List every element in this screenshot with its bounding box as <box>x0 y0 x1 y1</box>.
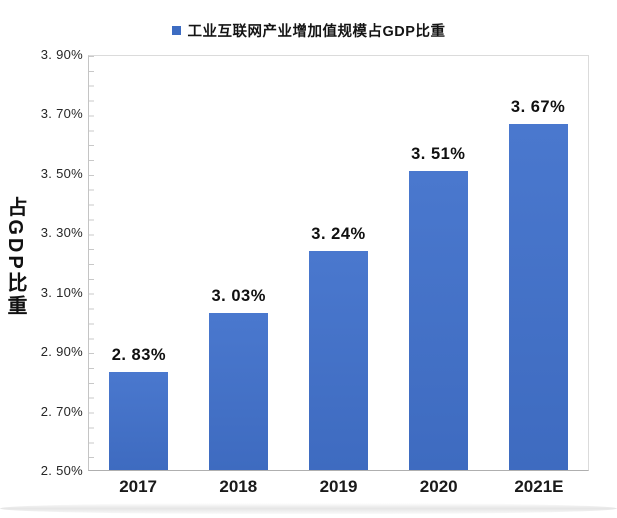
x-axis-labels: 2017 2018 2019 2020 2021E <box>88 477 589 497</box>
bar-slot: 3. 51% <box>388 56 488 470</box>
bar-slot: 3. 03% <box>189 56 289 470</box>
x-axis-label-2020: 2020 <box>419 477 458 496</box>
x-axis-label-2021E: 2021E <box>514 477 564 496</box>
bar-data-label: 3. 67% <box>510 98 566 117</box>
y-tick-label: 3. 10% <box>40 284 83 300</box>
x-axis-label-2018: 2018 <box>219 477 258 496</box>
legend-label: 工业互联网产业增加值规模占GDP比重 <box>187 24 446 40</box>
y-tick-label: 2. 50% <box>40 463 83 478</box>
y-tick-label: 2. 90% <box>40 344 83 360</box>
bottom-edge-shadow <box>0 503 617 514</box>
legend-marker-icon <box>171 26 181 35</box>
bar-2017 <box>109 372 169 470</box>
bar-slot: 3. 24% <box>289 56 389 470</box>
bar-data-label: 3. 03% <box>211 287 266 306</box>
y-tick-label: 2. 70% <box>40 403 83 419</box>
bar-slot: 3. 67% <box>488 56 588 470</box>
x-axis-label-2019: 2019 <box>319 477 358 496</box>
plot-area: 2. 83% 3. 03% 3. 24% 3. 51% 3. 67% <box>88 55 589 471</box>
bar-data-label: 3. 24% <box>311 225 366 244</box>
bar-data-label: 2. 83% <box>111 346 167 365</box>
bar-2021E <box>508 124 568 470</box>
y-tick-label: 3. 50% <box>40 165 83 181</box>
bars-row: 2. 83% 3. 03% 3. 24% 3. 51% 3. 67% <box>89 56 588 470</box>
y-tick-label: 3. 90% <box>40 47 83 62</box>
bar-2018 <box>209 313 269 470</box>
bar-2019 <box>308 251 368 470</box>
bar-data-label: 3. 51% <box>411 145 466 164</box>
bar-2020 <box>408 171 468 470</box>
x-axis-label-2017: 2017 <box>119 477 158 496</box>
bar-slot: 2. 83% <box>89 56 189 470</box>
y-tick-label: 3. 30% <box>40 225 83 241</box>
y-tick-label: 3. 70% <box>40 106 83 122</box>
y-axis-minor-ticks <box>89 56 94 470</box>
chart-legend: 工业互联网产业增加值规模占GDP比重 <box>0 20 617 41</box>
y-axis-title: 占GDP比重 <box>4 196 26 318</box>
